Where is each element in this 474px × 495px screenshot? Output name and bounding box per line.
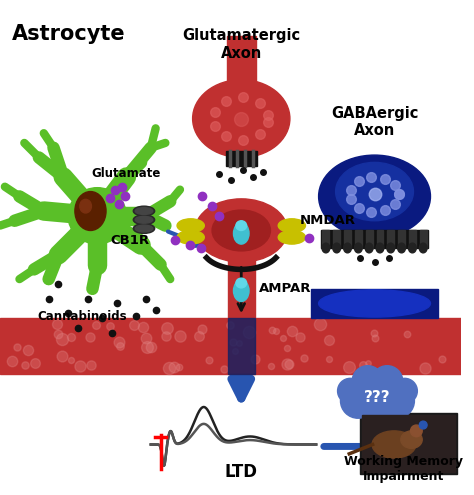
Circle shape [356,374,399,417]
Bar [322,231,329,248]
Ellipse shape [68,188,127,244]
Bar [360,413,457,474]
Circle shape [419,421,427,429]
Ellipse shape [192,80,290,157]
Ellipse shape [401,431,422,448]
Circle shape [362,398,393,429]
Bar [228,318,255,374]
Ellipse shape [133,224,155,234]
Ellipse shape [234,280,249,301]
Ellipse shape [195,199,287,262]
Ellipse shape [234,223,249,244]
Bar [409,231,416,248]
Ellipse shape [387,243,395,253]
Bar [362,415,456,472]
Circle shape [410,425,422,437]
Ellipse shape [344,243,351,253]
Bar [420,231,427,248]
Ellipse shape [409,243,416,253]
Ellipse shape [133,206,155,216]
Bar [344,231,351,248]
Ellipse shape [135,216,153,223]
Bar [333,231,340,248]
Ellipse shape [177,231,204,244]
Ellipse shape [372,431,416,458]
Bar [227,36,256,123]
Circle shape [372,366,403,397]
Ellipse shape [419,243,427,253]
Bar [387,231,394,248]
Ellipse shape [133,215,155,225]
Text: GABAergic
Axon: GABAergic Axon [331,105,418,138]
Text: Working Memory
Impairment: Working Memory Impairment [344,455,463,484]
Text: CB1R: CB1R [110,234,149,247]
Text: NMDAR: NMDAR [300,214,356,227]
Ellipse shape [177,219,204,233]
Ellipse shape [365,243,373,253]
Bar [366,231,373,248]
Text: LTD: LTD [225,463,258,482]
Bar [223,112,260,139]
Bar [398,231,405,248]
Text: Astrocyte: Astrocyte [12,24,125,44]
Bar [355,231,362,248]
Ellipse shape [336,162,413,221]
Text: Glutamatergic
Axon: Glutamatergic Axon [182,28,301,60]
Ellipse shape [398,243,405,253]
Bar [311,289,438,318]
Text: Glutamate: Glutamate [92,167,161,180]
Ellipse shape [80,199,91,213]
Circle shape [392,378,417,403]
Ellipse shape [376,243,384,253]
Bar [0,318,461,374]
Ellipse shape [333,243,341,253]
Ellipse shape [278,219,305,233]
Ellipse shape [355,243,362,253]
Bar [321,231,428,248]
Ellipse shape [278,231,305,244]
Ellipse shape [322,243,330,253]
Ellipse shape [236,278,246,288]
Bar [228,260,255,318]
Bar [376,231,383,248]
Text: AMPAR: AMPAR [259,282,311,296]
Ellipse shape [75,192,106,231]
Bar [226,150,257,166]
Circle shape [379,383,414,418]
Circle shape [352,366,383,397]
Ellipse shape [236,221,246,231]
Text: ???: ??? [364,390,391,405]
Ellipse shape [319,155,430,238]
Ellipse shape [212,210,271,251]
Circle shape [340,383,375,418]
Ellipse shape [319,290,430,317]
Circle shape [337,378,363,403]
Ellipse shape [135,207,153,214]
Text: Cannabinoids: Cannabinoids [37,309,127,323]
Ellipse shape [135,225,153,232]
